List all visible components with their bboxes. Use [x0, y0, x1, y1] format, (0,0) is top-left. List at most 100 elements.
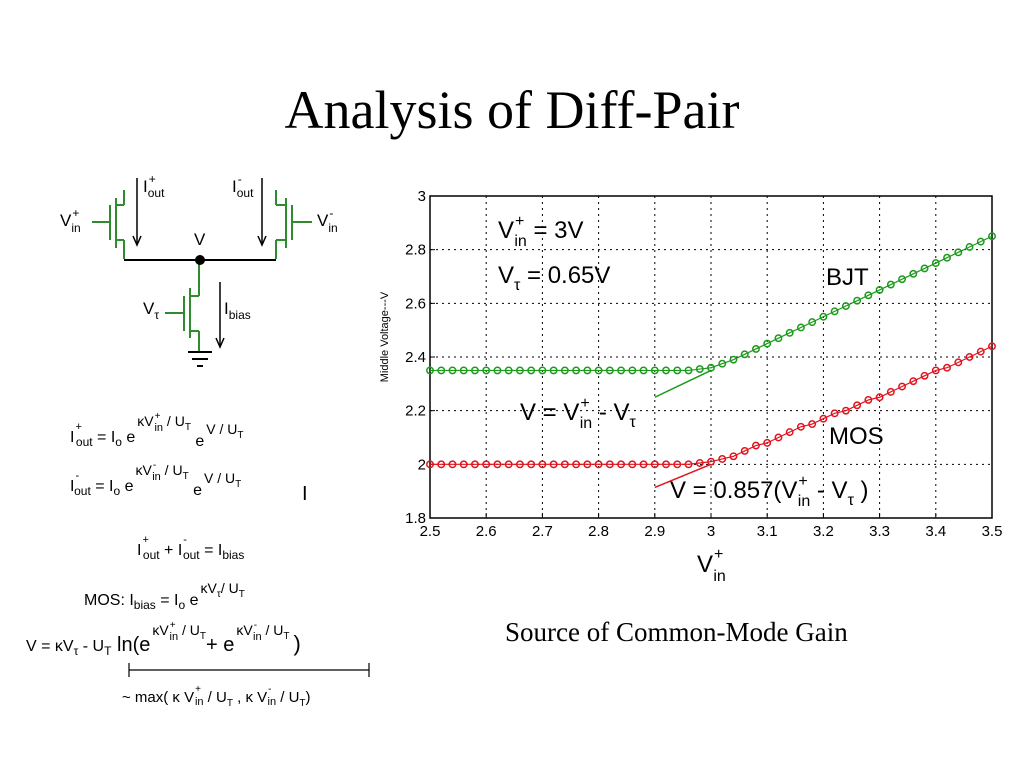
data-point-bjt — [684, 366, 693, 375]
data-point-mos — [898, 382, 907, 391]
data-point-mos — [628, 460, 637, 469]
data-point-bjt — [549, 366, 558, 375]
data-point-bjt — [718, 359, 727, 368]
current-arrows — [132, 178, 267, 349]
data-point-mos — [583, 460, 592, 469]
node-dot — [195, 255, 205, 265]
annotation-bjt: BJT — [826, 264, 869, 291]
data-point-bjt — [909, 269, 918, 278]
data-point-mos — [819, 414, 828, 423]
chart-fit-lines — [654, 369, 712, 489]
data-point-mos — [695, 459, 704, 467]
data-point-mos — [605, 460, 614, 469]
x-tick-label: 3.1 — [757, 523, 778, 540]
data-point-bjt — [662, 366, 670, 375]
data-point-mos — [841, 406, 850, 415]
data-point-bjt — [853, 296, 862, 305]
annotation-mos-equation: V = 0.857(V+ in - Vτ ) — [670, 473, 869, 510]
x-tick-label: 3.4 — [925, 523, 946, 540]
annotation-mos: MOS — [829, 423, 884, 450]
data-point-mos — [673, 460, 682, 469]
data-point-bjt — [954, 248, 963, 257]
data-point-mos — [527, 460, 536, 469]
data-point-bjt — [898, 275, 907, 284]
x-axis-label: V+ in — [697, 546, 726, 585]
data-point-bjt — [471, 366, 479, 375]
eq-mos-ibias: MOS: Ibias = Io eκVτ/ UT — [84, 580, 245, 612]
data-point-mos — [426, 460, 434, 469]
data-point-bjt — [493, 366, 502, 375]
data-point-bjt — [695, 365, 704, 374]
eq-stray-i: I — [302, 483, 308, 505]
data-point-mos — [684, 460, 693, 469]
eq-max-approx: ~ max( κ V+ in / UT , κ V-in / UT) — [122, 684, 311, 709]
data-point-bjt — [819, 312, 828, 321]
eq-iout-plus: I+ out = Io eκV+ in / UT eV / UT — [70, 411, 244, 450]
data-point-bjt — [785, 328, 794, 337]
data-point-bjt — [594, 366, 603, 375]
x-tick-label: 2.9 — [644, 523, 665, 540]
data-point-mos — [504, 460, 513, 469]
data-point-mos — [650, 460, 659, 469]
data-point-mos — [538, 460, 547, 469]
y-tick-label: 3 — [418, 188, 426, 205]
data-point-mos — [493, 460, 502, 469]
vin-minus-label: V-in — [317, 206, 338, 235]
data-point-bjt — [988, 232, 996, 241]
data-point-mos — [988, 342, 996, 351]
y-tick-label: 2.6 — [405, 295, 426, 312]
data-point-bjt — [875, 285, 884, 294]
data-point-mos — [785, 428, 794, 437]
data-point-mos — [639, 460, 648, 469]
data-point-bjt — [572, 366, 581, 375]
data-point-bjt — [752, 345, 760, 353]
x-tick-label: 2.6 — [476, 523, 497, 540]
eq-current-sum: I+ out + I-out = Ibias — [137, 534, 244, 562]
data-point-bjt — [426, 366, 434, 375]
approx-bracket — [128, 663, 370, 677]
data-point-mos — [662, 460, 670, 469]
data-point-mos — [572, 460, 581, 469]
data-point-bjt — [639, 366, 648, 375]
data-point-bjt — [830, 307, 839, 316]
data-point-bjt — [886, 280, 895, 289]
x-tick-label: 2.5 — [420, 523, 441, 540]
data-point-bjt — [583, 366, 592, 375]
iout-minus-label: I-out — [232, 172, 254, 200]
x-tick-labels: 2.5 2.6 2.7 2.8 2.9 3 3.1 3.2 3.3 3.4 3.5 — [420, 523, 1003, 540]
data-point-mos — [515, 460, 524, 469]
data-point-bjt — [459, 366, 468, 375]
node-v-label: V — [194, 230, 206, 249]
data-point-mos — [886, 387, 895, 396]
x-tick-label: 3.2 — [813, 523, 834, 540]
chart-series — [426, 232, 996, 469]
y-tick-label: 2.2 — [405, 403, 426, 420]
data-point-bjt — [538, 366, 547, 375]
data-point-mos — [920, 371, 929, 380]
data-point-mos — [471, 460, 479, 469]
slide-title: Analysis of Diff-Pair — [284, 80, 740, 140]
annotation-vin: V+ in = 3V — [498, 213, 584, 250]
data-point-bjt — [920, 264, 929, 273]
data-point-mos — [853, 401, 862, 410]
data-point-bjt — [740, 350, 749, 359]
data-point-bjt — [864, 291, 873, 300]
data-point-mos — [437, 460, 446, 469]
y-tick-label: 2.4 — [405, 349, 426, 366]
data-point-bjt — [673, 366, 682, 375]
figure-caption: Source of Common-Mode Gain — [505, 617, 848, 647]
data-point-mos — [560, 460, 569, 469]
data-point-mos — [808, 420, 817, 429]
eq-iout-minus: I-out = Io eκV-in / UT eV / UT — [70, 460, 241, 499]
x-tick-label: 2.8 — [588, 523, 609, 540]
chart-grid — [429, 195, 993, 519]
data-point-mos — [864, 395, 873, 404]
data-point-bjt — [560, 366, 569, 375]
x-tick-label: 2.7 — [532, 523, 553, 540]
data-point-bjt — [729, 355, 738, 364]
data-point-mos — [549, 460, 558, 469]
data-point-mos — [909, 377, 918, 386]
y-tick-labels: 1.8 2 2.2 2.4 2.6 2.8 3 — [405, 188, 426, 527]
